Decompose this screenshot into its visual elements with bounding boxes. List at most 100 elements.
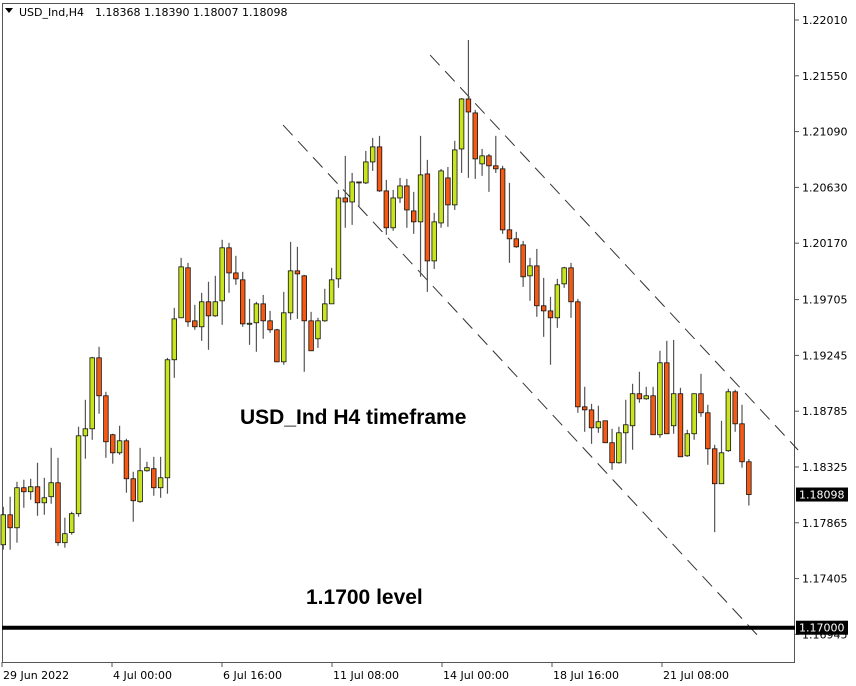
candle	[540, 277, 547, 337]
candle	[27, 478, 34, 500]
bear-candle-body	[705, 412, 711, 450]
candle	[171, 307, 177, 378]
candle	[192, 304, 198, 330]
price-tick-label: 1.20170	[802, 237, 848, 250]
candle	[322, 288, 328, 322]
bull-candle-body	[116, 440, 123, 454]
candle	[294, 246, 301, 319]
candle	[424, 159, 431, 292]
candle	[499, 165, 506, 234]
candle	[746, 459, 752, 506]
candle	[369, 137, 376, 171]
time-tick-label: 29 Jun 2022	[3, 669, 69, 682]
candle	[342, 155, 348, 228]
candle	[164, 357, 171, 494]
candle	[452, 140, 458, 210]
candle	[260, 294, 266, 339]
bear-candle-body	[499, 168, 506, 231]
bull-candle-body	[390, 197, 396, 229]
bull-candle-body	[363, 161, 369, 184]
bear-candle-body	[677, 393, 684, 458]
candle	[151, 456, 157, 496]
time-tick-label: 4 Jul 00:00	[113, 669, 172, 682]
bear-candle-body	[582, 406, 588, 411]
bear-candle-body	[664, 362, 670, 435]
candle	[595, 405, 602, 433]
candle	[103, 391, 109, 458]
candle	[226, 242, 232, 293]
bear-candle-body	[34, 486, 41, 504]
candle	[650, 386, 656, 436]
channel-line-lower	[282, 124, 763, 641]
price-tick-label: 1.17405	[802, 573, 848, 586]
candle	[718, 420, 725, 485]
bull-candle-body	[144, 467, 150, 472]
candle	[335, 189, 342, 288]
candle	[62, 517, 68, 548]
bear-candle-body	[110, 434, 116, 454]
price-tick-label: 1.21550	[802, 70, 848, 83]
candle	[246, 298, 253, 345]
bear-candle-body	[123, 440, 130, 480]
bear-candle-body	[130, 478, 136, 502]
price-tick-label: 1.19705	[802, 294, 848, 307]
candle	[568, 262, 574, 318]
candle	[315, 317, 321, 348]
bull-candle-body	[328, 279, 335, 305]
candle	[34, 462, 41, 516]
bull-candle-body	[369, 146, 376, 163]
candle	[110, 433, 116, 464]
triangle-down-icon[interactable]	[5, 8, 13, 13]
candle	[397, 177, 403, 203]
chart-header[interactable]: USD_Ind,H4 1.18368 1.18390 1.18007 1.180…	[5, 6, 287, 19]
channel-line-upper	[429, 54, 799, 451]
candle	[116, 425, 123, 455]
bear-candle-body	[698, 393, 704, 414]
candle	[82, 399, 89, 459]
candle	[547, 296, 554, 365]
candle	[636, 371, 643, 403]
bull-candle-body	[281, 312, 287, 363]
bear-candle-body	[732, 391, 738, 425]
candle	[14, 481, 20, 543]
bull-candle-body	[315, 320, 321, 340]
bull-candle-body	[623, 424, 629, 434]
candle	[561, 266, 567, 288]
candle	[301, 274, 307, 372]
bull-candle-body	[397, 185, 403, 199]
candle	[616, 426, 622, 464]
bear-candle-body	[575, 301, 581, 408]
bull-candle-body	[0, 514, 6, 546]
bear-candle-body	[55, 482, 61, 544]
candle	[506, 182, 513, 263]
candle	[89, 356, 95, 440]
channel-lines	[282, 54, 799, 641]
level-price-label: 1.17000	[799, 622, 845, 635]
bear-candle-body	[383, 190, 390, 229]
candle	[431, 212, 437, 269]
bull-candle-body	[595, 421, 602, 429]
bull-candle-body	[178, 266, 184, 319]
bull-candle-body	[89, 357, 95, 430]
bull-candle-body	[157, 477, 164, 489]
candle	[21, 479, 27, 508]
bear-candle-body	[493, 165, 499, 170]
bear-candle-body	[7, 514, 13, 529]
candle	[267, 310, 273, 333]
candle	[0, 506, 6, 550]
candle	[130, 471, 136, 522]
bear-candle-body	[294, 270, 301, 275]
time-tick-label: 6 Jul 16:00	[223, 669, 282, 682]
candle	[643, 386, 649, 400]
candle	[588, 403, 595, 444]
candle	[677, 387, 684, 458]
candle	[328, 267, 335, 305]
plot-frame	[2, 3, 795, 663]
candle	[253, 301, 260, 352]
bear-candle-body	[308, 320, 314, 352]
candle	[417, 135, 424, 277]
bull-candle-body	[438, 170, 444, 224]
bear-candle-body	[520, 244, 526, 278]
bull-candle-body	[322, 303, 328, 322]
